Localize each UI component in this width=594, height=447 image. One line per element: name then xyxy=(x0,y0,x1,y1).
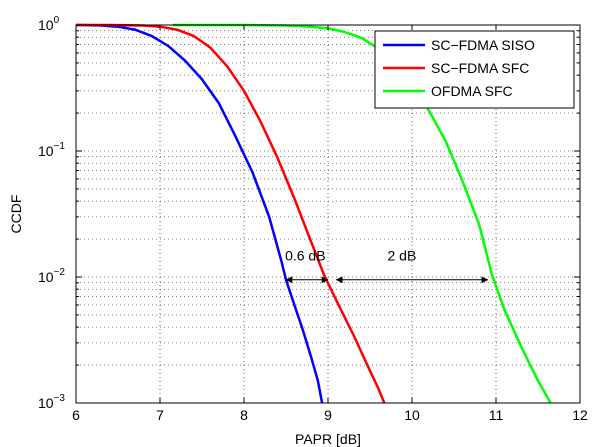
series-line-1 xyxy=(75,23,324,404)
x-tick-label: 9 xyxy=(324,407,332,423)
legend-label: OFDMA SFC xyxy=(431,83,513,99)
annotation-layer: 0.6 dB 2 dB xyxy=(285,248,489,284)
y-tick-label: 10−3 xyxy=(38,393,65,411)
x-tick-labels: 6 7 8 9 10 11 12 xyxy=(72,407,588,423)
annotation-label-1: 0.6 dB xyxy=(285,248,325,264)
x-tick-label: 8 xyxy=(240,407,248,423)
y-tick-label: 10−1 xyxy=(38,141,65,159)
y-tick-label: 100 xyxy=(38,15,60,33)
axis-ticks xyxy=(75,24,581,404)
x-tick-label: 6 xyxy=(72,407,80,423)
legend-label: SC−FDMA SFC xyxy=(431,60,529,76)
y-axis-title: CCDF xyxy=(8,195,24,234)
x-tick-label: 11 xyxy=(489,407,504,423)
x-axis-title: PAPR [dB] xyxy=(295,431,361,447)
x-tick-label: 7 xyxy=(156,407,164,423)
x-tick-label: 10 xyxy=(404,407,420,423)
y-tick-labels: 100 10−1 10−2 10−3 xyxy=(38,15,65,411)
y-tick-label: 10−2 xyxy=(38,267,65,285)
legend: SC−FDMA SISO SC−FDMA SFC OFDMA SFC xyxy=(374,30,575,109)
x-tick-label: 12 xyxy=(572,407,588,423)
legend-label: SC−FDMA SISO xyxy=(431,37,535,53)
annotation-label-2: 2 dB xyxy=(388,248,417,264)
